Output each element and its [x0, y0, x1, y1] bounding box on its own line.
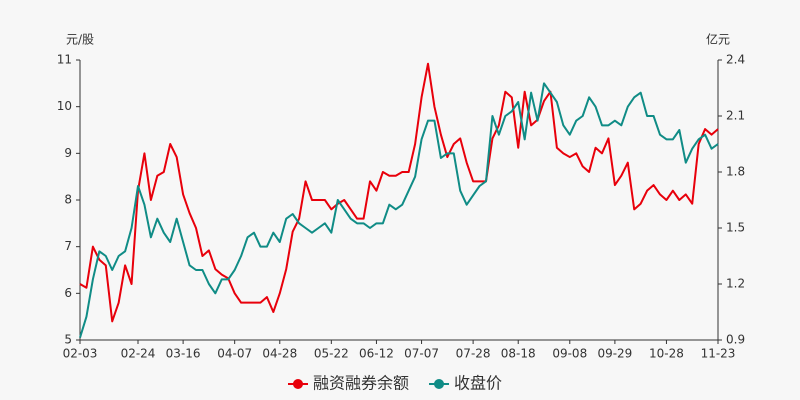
x-tick-label: 05-22 [314, 347, 349, 361]
y-tick-label: 11 [57, 53, 72, 67]
y2-tick-label: 1.5 [726, 221, 745, 235]
y-tick-label: 6 [64, 286, 72, 300]
x-tick-label: 10-28 [649, 347, 684, 361]
series-line [79, 62, 719, 323]
x-tick-label: 07-28 [456, 347, 491, 361]
y2-tick-label: 1.8 [726, 165, 745, 179]
y2-axis-title: 亿元 [706, 32, 730, 47]
x-tick-label: 11-23 [701, 347, 736, 361]
x-tick-label: 04-07 [217, 347, 252, 361]
legend-label: 收盘价 [454, 374, 502, 393]
y2-tick-label: 2.4 [726, 53, 745, 67]
x-tick-label: 04-28 [262, 347, 297, 361]
x-tick-label: 03-16 [166, 347, 201, 361]
legend-label: 融资融券余额 [313, 374, 409, 393]
y-tick-label: 9 [64, 146, 72, 160]
x-tick-label: 07-07 [404, 347, 439, 361]
y2-tick-label: 0.9 [726, 333, 745, 347]
legend-marker [434, 379, 445, 389]
x-tick-label: 08-18 [501, 347, 536, 361]
series-line [79, 82, 719, 338]
y-tick-label: 8 [64, 193, 72, 207]
y2-tick-label: 2.1 [726, 109, 745, 123]
x-tick-label: 06-12 [359, 347, 394, 361]
y-tick-label: 7 [64, 239, 72, 253]
y-axis-title: 元/股 [66, 33, 94, 47]
y-tick-label: 5 [64, 333, 72, 347]
x-tick-label: 09-29 [597, 347, 632, 361]
y2-tick-label: 1.2 [726, 277, 745, 291]
x-tick-label: 02-24 [121, 347, 156, 361]
y-tick-label: 10 [57, 99, 72, 113]
x-tick-label: 09-08 [552, 347, 587, 361]
legend-marker [293, 379, 303, 389]
x-tick-label: 02-03 [63, 347, 98, 361]
